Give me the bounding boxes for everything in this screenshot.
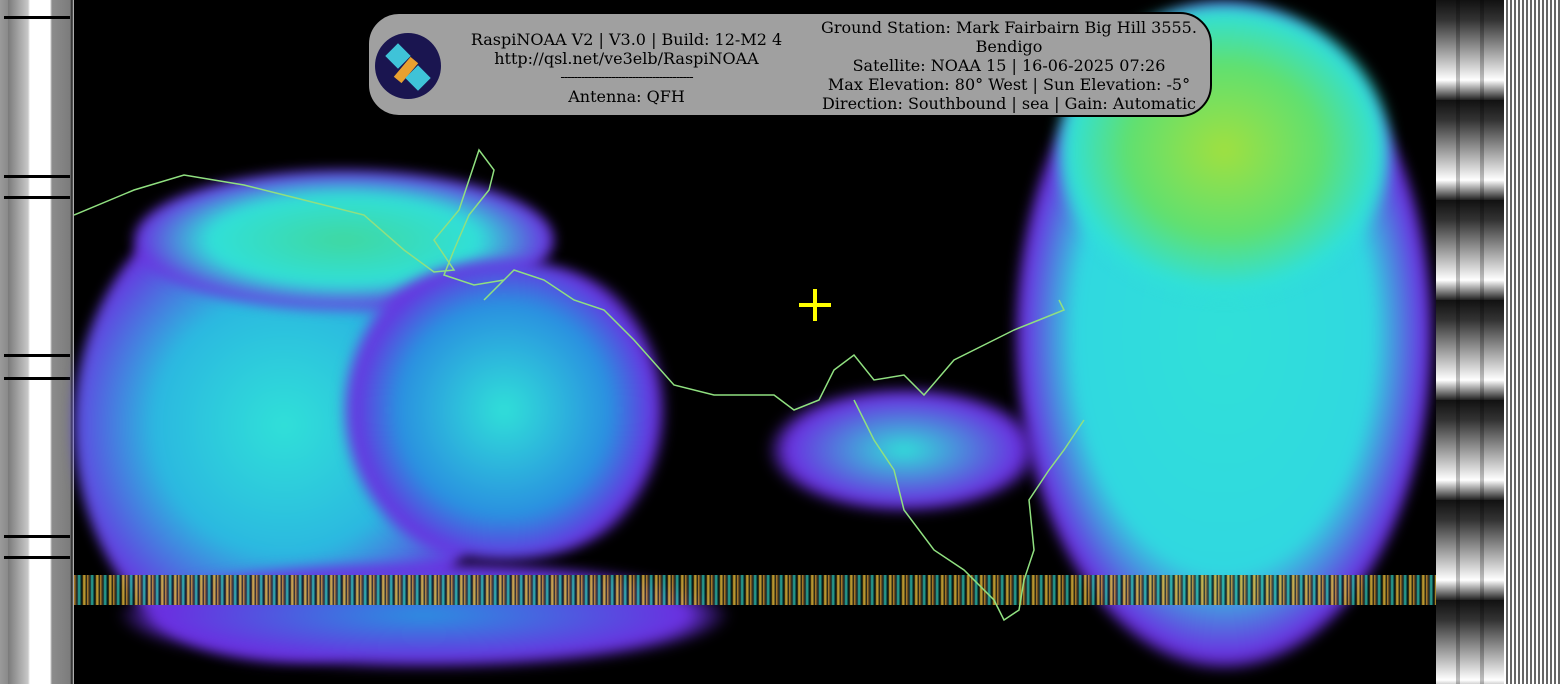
ground-station-location: Bendigo xyxy=(975,37,1043,56)
telemetry-strip-right xyxy=(1436,0,1560,684)
satellite-icon xyxy=(375,33,441,99)
antenna-info: Antenna: QFH xyxy=(568,87,685,106)
software-version: RaspiNOAA V2 | V3.0 | Build: 12-M2 4 xyxy=(470,30,783,49)
telemetry-strip-left xyxy=(0,0,74,684)
project-url: http://qsl.net/ve3elb/RaspiNOAA xyxy=(494,49,759,68)
separator: --------------------------------------- xyxy=(560,70,693,85)
satellite-info: Satellite: NOAA 15 | 16-06-2025 07:26 xyxy=(852,56,1166,75)
ground-station: Ground Station: Mark Fairbairn Big Hill … xyxy=(821,18,1197,37)
pass-info-panel: RaspiNOAA V2 | V3.0 | Build: 12-M2 4 htt… xyxy=(367,12,1212,117)
crosshair-icon xyxy=(799,289,831,321)
noise-band xyxy=(74,575,1436,605)
elevation-info: Max Elevation: 80° West | Sun Elevation:… xyxy=(827,75,1191,94)
coastline xyxy=(74,148,1085,622)
direction-info: Direction: Southbound | sea | Gain: Auto… xyxy=(821,94,1197,113)
